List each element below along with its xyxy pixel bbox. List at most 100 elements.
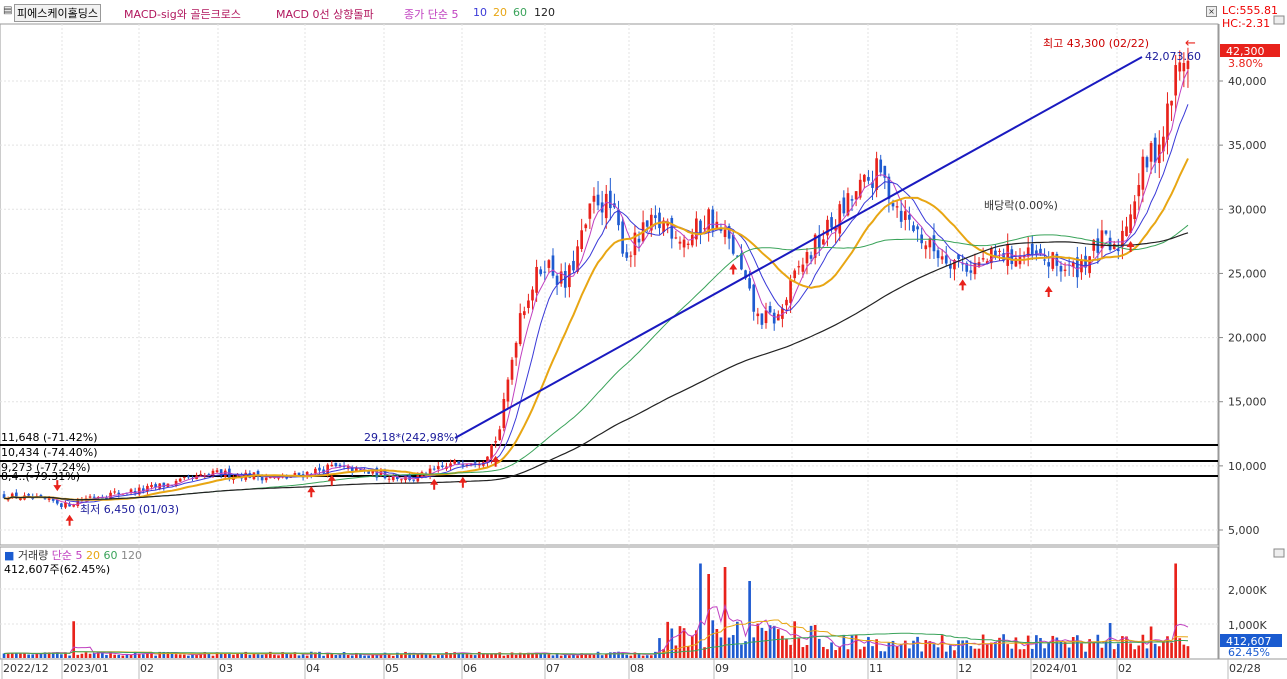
candle-body bbox=[617, 209, 620, 226]
volume-bar bbox=[449, 652, 452, 658]
candle-body bbox=[670, 217, 674, 239]
volume-bar bbox=[871, 646, 874, 658]
candle-body bbox=[891, 203, 895, 207]
volume-bar bbox=[1039, 637, 1042, 658]
volume-value: 412,607주(62.45%) bbox=[4, 563, 110, 576]
volume-bar bbox=[154, 655, 157, 658]
candle-body bbox=[10, 493, 14, 499]
volume-bar bbox=[1100, 647, 1104, 658]
candle-body bbox=[1141, 156, 1145, 190]
volume-bar bbox=[936, 647, 940, 658]
candle-body bbox=[453, 460, 457, 464]
volume-bar bbox=[985, 644, 989, 658]
volume-bar bbox=[686, 646, 690, 658]
window-close-icon[interactable]: × bbox=[1206, 6, 1217, 17]
volume-bar bbox=[1088, 639, 1091, 658]
dividend-annotation: 배당락(0.00%) bbox=[984, 199, 1058, 212]
candle-body bbox=[596, 194, 600, 206]
volume-bar bbox=[187, 655, 190, 658]
volume-bar bbox=[355, 652, 358, 658]
volume-bar bbox=[854, 635, 858, 658]
candle-body bbox=[838, 204, 842, 234]
volume-bar bbox=[248, 654, 252, 658]
volume-bar bbox=[273, 654, 276, 658]
price-tick: 35,000 bbox=[1228, 139, 1267, 152]
candle-body bbox=[1006, 244, 1010, 266]
date-label: 02 bbox=[140, 662, 154, 675]
volume-grid bbox=[0, 588, 1218, 625]
volume-bar bbox=[781, 635, 784, 658]
legend-ma20[interactable]: 20 bbox=[493, 6, 507, 19]
candle-body bbox=[1166, 103, 1169, 140]
volume-bar bbox=[1063, 642, 1067, 658]
volume-bar bbox=[141, 654, 145, 658]
volume-bar bbox=[314, 652, 317, 658]
trend-end-label: 42,073.60 bbox=[1145, 50, 1201, 63]
panel-menu-icon[interactable]: ▤ bbox=[3, 5, 13, 16]
candle-body bbox=[928, 238, 932, 248]
volume-bar bbox=[207, 653, 211, 658]
volume-bar bbox=[387, 654, 391, 658]
price-tick: 5,000 bbox=[1228, 524, 1260, 537]
volume-ma-lines bbox=[3, 603, 1189, 656]
volume-bar bbox=[576, 655, 579, 658]
volume-bar bbox=[1010, 648, 1014, 658]
legend-stock-name[interactable]: 피에스케이홀딩스 bbox=[14, 4, 101, 22]
volume-bar bbox=[559, 655, 563, 658]
volume-bar bbox=[846, 649, 850, 658]
candle-body bbox=[609, 190, 612, 209]
volume-bar bbox=[170, 652, 174, 658]
candle-body bbox=[498, 429, 502, 440]
volume-bar bbox=[609, 652, 612, 658]
volume-bar bbox=[1022, 649, 1026, 658]
ma-line-10 bbox=[3, 104, 1189, 503]
price-tick: 30,000 bbox=[1228, 203, 1267, 216]
candle-body bbox=[141, 488, 145, 492]
volume-bar bbox=[359, 654, 362, 658]
candle-body bbox=[735, 255, 739, 257]
volume-bar bbox=[756, 623, 760, 658]
legend-indicator-2[interactable]: MACD 0선 상향돌파 bbox=[276, 8, 374, 21]
volume-bar bbox=[531, 652, 534, 658]
volume-bar bbox=[195, 654, 198, 658]
legend-indicator-1[interactable]: MACD-sig와 골든크로스 bbox=[124, 8, 241, 21]
volume-bar bbox=[1018, 649, 1022, 658]
candle-body bbox=[850, 199, 854, 201]
volume-bar bbox=[617, 651, 620, 658]
legend-ma120[interactable]: 120 bbox=[534, 6, 555, 19]
candle-body bbox=[666, 223, 670, 226]
trend-arrow-icon: ← bbox=[1185, 36, 1196, 51]
volume-bar bbox=[268, 651, 272, 658]
date-label: 11 bbox=[869, 662, 883, 675]
vol-tick-2000k: 2,000K bbox=[1228, 584, 1267, 597]
volume-bar bbox=[244, 651, 248, 658]
volume-bar bbox=[363, 655, 366, 658]
candle-body bbox=[522, 311, 526, 316]
volume-bar bbox=[371, 654, 375, 658]
volume-bar bbox=[1166, 636, 1169, 658]
volume-bar bbox=[641, 655, 645, 658]
volume-bar bbox=[256, 654, 260, 658]
candle-body bbox=[682, 239, 686, 248]
volume-bar bbox=[633, 652, 637, 658]
legend-ma10[interactable]: 10 bbox=[473, 6, 487, 19]
legend-ma60[interactable]: 60 bbox=[513, 6, 527, 19]
candle-body bbox=[1133, 201, 1137, 220]
volume-bar bbox=[150, 653, 153, 658]
candle-body bbox=[490, 445, 493, 459]
volume-bar bbox=[211, 655, 215, 658]
volume-bar bbox=[146, 653, 149, 658]
price-tick: 20,000 bbox=[1228, 332, 1267, 345]
candle-body bbox=[1145, 157, 1149, 168]
candle-body bbox=[502, 398, 506, 428]
candle-body bbox=[359, 469, 362, 471]
candle-body bbox=[1059, 265, 1063, 272]
candle-body bbox=[1047, 262, 1051, 267]
volume-bar bbox=[125, 654, 129, 658]
date-label: 04 bbox=[306, 662, 320, 675]
legend-ma-label[interactable]: 종가 단순 5 bbox=[404, 8, 459, 21]
volume-bar bbox=[166, 652, 170, 658]
volume-bar bbox=[989, 642, 993, 658]
price-pane-frame bbox=[0, 23, 1219, 546]
